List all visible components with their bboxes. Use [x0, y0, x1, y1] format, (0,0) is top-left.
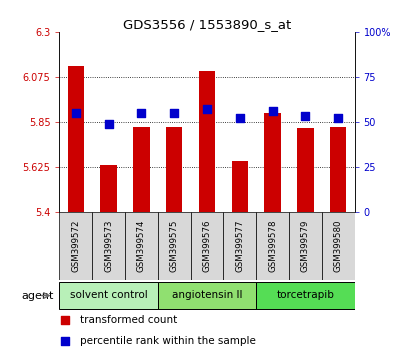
Bar	[329, 127, 346, 212]
Bar	[190, 212, 223, 280]
Text: solvent control: solvent control	[70, 290, 147, 300]
Point	[269, 108, 275, 114]
Text: percentile rank within the sample: percentile rank within the sample	[80, 336, 255, 346]
Point	[301, 114, 308, 119]
Point	[62, 317, 68, 322]
Text: torcetrapib: torcetrapib	[276, 290, 334, 300]
Text: transformed count: transformed count	[80, 315, 177, 325]
Bar	[288, 212, 321, 280]
Point	[62, 338, 68, 343]
Bar	[166, 127, 182, 212]
Bar	[321, 212, 354, 280]
Bar	[198, 71, 215, 212]
Bar	[67, 66, 84, 212]
Point	[236, 115, 243, 121]
Bar	[157, 282, 256, 309]
Bar	[125, 212, 157, 280]
Bar	[100, 165, 117, 212]
Text: GSM399573: GSM399573	[104, 220, 113, 272]
Text: agent: agent	[21, 291, 53, 301]
Bar	[256, 282, 354, 309]
Text: GSM399577: GSM399577	[235, 220, 244, 272]
Bar	[133, 127, 149, 212]
Text: GSM399576: GSM399576	[202, 220, 211, 272]
Bar	[231, 161, 247, 212]
Bar	[59, 282, 157, 309]
Point	[138, 110, 144, 116]
Text: GSM399575: GSM399575	[169, 220, 178, 272]
Point	[105, 121, 112, 126]
Text: angiotensin II: angiotensin II	[171, 290, 242, 300]
Title: GDS3556 / 1553890_s_at: GDS3556 / 1553890_s_at	[123, 18, 290, 31]
Bar	[157, 212, 190, 280]
Point	[203, 107, 210, 112]
Bar	[59, 212, 92, 280]
Text: GSM399579: GSM399579	[300, 220, 309, 272]
Point	[171, 110, 177, 116]
Bar	[92, 212, 125, 280]
Bar	[256, 212, 288, 280]
Text: GSM399580: GSM399580	[333, 220, 342, 272]
Text: GSM399574: GSM399574	[137, 220, 146, 272]
Bar	[297, 128, 313, 212]
Text: GSM399572: GSM399572	[71, 220, 80, 272]
Point	[72, 110, 79, 116]
Bar	[264, 113, 280, 212]
Point	[334, 115, 341, 121]
Text: GSM399578: GSM399578	[267, 220, 276, 272]
Bar	[223, 212, 256, 280]
